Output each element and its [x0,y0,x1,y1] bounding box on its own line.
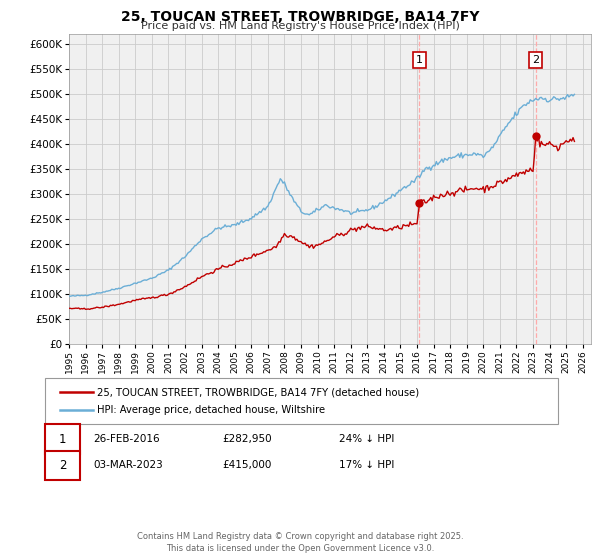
Text: 25, TOUCAN STREET, TROWBRIDGE, BA14 7FY (detached house): 25, TOUCAN STREET, TROWBRIDGE, BA14 7FY … [97,387,419,397]
Text: 17% ↓ HPI: 17% ↓ HPI [339,460,394,470]
Text: £415,000: £415,000 [222,460,271,470]
Text: 25, TOUCAN STREET, TROWBRIDGE, BA14 7FY: 25, TOUCAN STREET, TROWBRIDGE, BA14 7FY [121,10,479,24]
Text: 2: 2 [59,459,66,472]
Text: 1: 1 [59,432,66,446]
Text: Contains HM Land Registry data © Crown copyright and database right 2025.
This d: Contains HM Land Registry data © Crown c… [137,533,463,553]
Text: Price paid vs. HM Land Registry's House Price Index (HPI): Price paid vs. HM Land Registry's House … [140,21,460,31]
Text: 24% ↓ HPI: 24% ↓ HPI [339,434,394,444]
Text: £282,950: £282,950 [222,434,272,444]
Text: 2: 2 [532,55,539,64]
Text: 1: 1 [416,55,423,64]
Text: 26-FEB-2016: 26-FEB-2016 [93,434,160,444]
Text: HPI: Average price, detached house, Wiltshire: HPI: Average price, detached house, Wilt… [97,405,325,415]
Text: 03-MAR-2023: 03-MAR-2023 [93,460,163,470]
